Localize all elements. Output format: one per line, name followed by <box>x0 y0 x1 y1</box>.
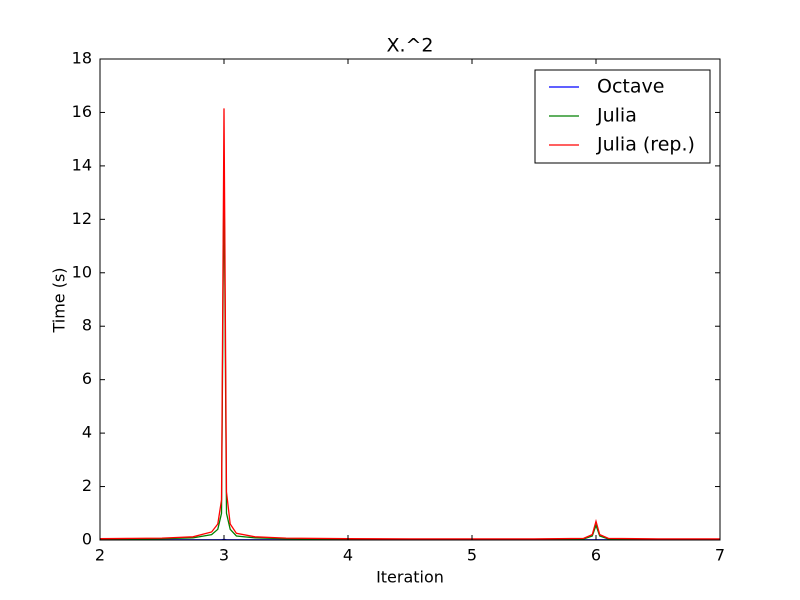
y-tick-label: 2 <box>82 476 92 495</box>
y-tick-label: 16 <box>72 102 92 121</box>
legend-label: Julia <box>596 105 637 127</box>
y-tick-label: 12 <box>72 209 92 228</box>
x-axis-label: Iteration <box>376 568 444 587</box>
y-tick-label: 10 <box>72 262 92 281</box>
y-tick-label: 18 <box>72 49 92 68</box>
chart-title: X.^2 <box>386 35 433 57</box>
x-tick-label: 4 <box>343 546 353 565</box>
x-tick-label: 7 <box>715 546 725 565</box>
y-tick-label: 6 <box>82 369 92 388</box>
y-tick-label: 4 <box>82 423 92 442</box>
y-axis-label: Time (s) <box>50 267 69 333</box>
x-tick-label: 3 <box>219 546 229 565</box>
data-line <box>99 165 720 540</box>
y-tick-label: 14 <box>72 155 92 174</box>
x-tick-label: 2 <box>95 546 105 565</box>
x-tick-label: 6 <box>591 546 601 565</box>
y-tick-label: 0 <box>82 530 92 549</box>
plot-frame <box>99 58 721 541</box>
data-line <box>99 108 720 540</box>
y-tick-label: 8 <box>82 316 92 335</box>
x-tick-label: 5 <box>467 546 477 565</box>
legend-label: Julia (rep.) <box>596 134 695 156</box>
legend-label: Octave <box>597 76 664 98</box>
